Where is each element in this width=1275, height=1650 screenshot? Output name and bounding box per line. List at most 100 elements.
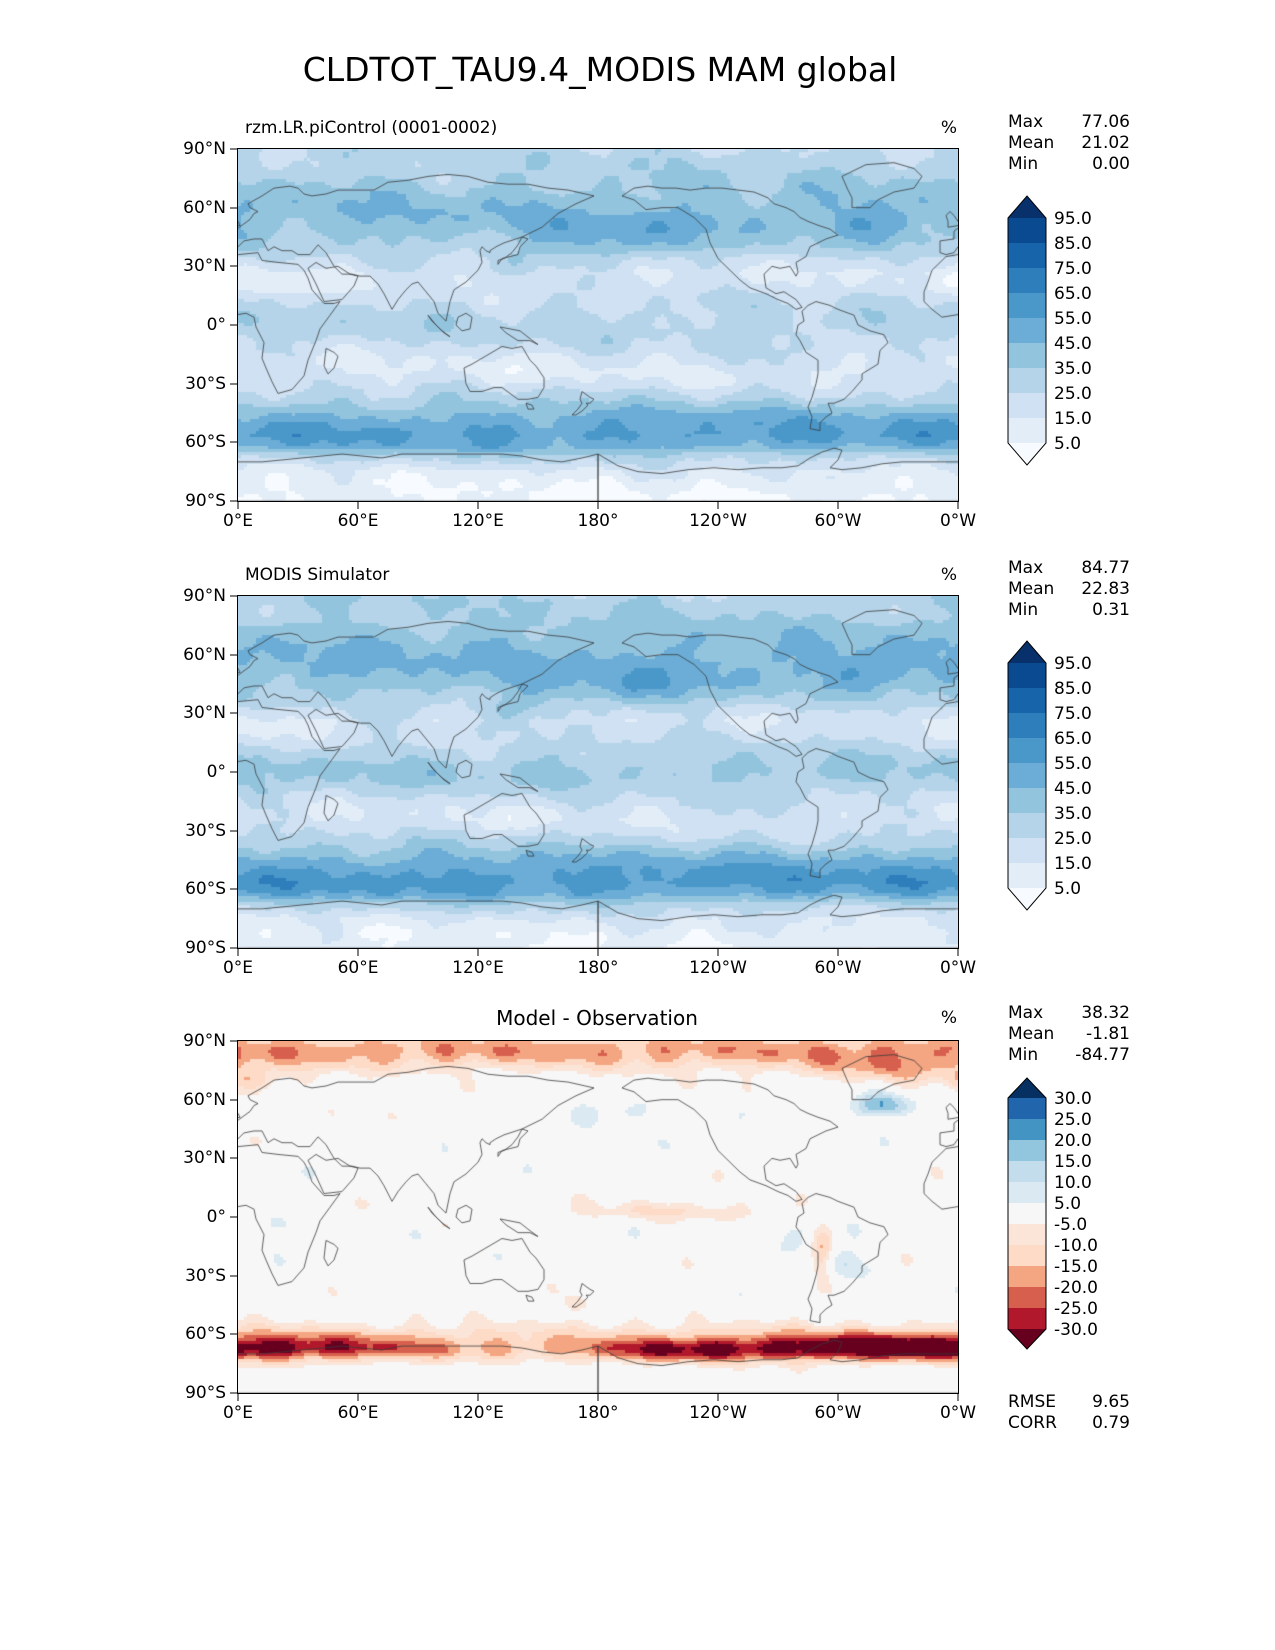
- x-tick-mark: [717, 949, 719, 956]
- map-canvas-simulator: [238, 596, 958, 948]
- unit-label-control: %: [940, 118, 957, 138]
- colorbar-tick-label: 95.0: [1054, 209, 1092, 229]
- x-tick-mark: [237, 949, 239, 956]
- x-tick-label: 0°E: [222, 511, 254, 531]
- y-tick-label: 30°S: [185, 373, 226, 394]
- colorbar-segment: [1008, 838, 1046, 863]
- colorbar-segment: [1008, 788, 1046, 813]
- colorbar-segment: [1008, 368, 1046, 393]
- colorbar-segment: [1008, 268, 1046, 293]
- y-tick-mark: [230, 654, 237, 656]
- stat-row: Min 0.31: [1008, 600, 1130, 621]
- y-tick-mark: [230, 441, 237, 443]
- map-canvas-difference: [238, 1041, 958, 1393]
- y-tick-label: 0°: [206, 315, 226, 335]
- x-tick-label: 60°W: [814, 1403, 862, 1423]
- stat-label: Max: [1008, 558, 1044, 578]
- colorbar-tick-label: -20.0: [1054, 1278, 1098, 1298]
- y-tick-label: 0°: [206, 762, 226, 782]
- colorbar-segment: [1008, 713, 1046, 738]
- stat-row: RMSE 9.65: [1008, 1392, 1130, 1413]
- stat-label: Min: [1008, 1045, 1039, 1065]
- x-tick-mark: [717, 1394, 719, 1401]
- y-tick-mark: [230, 1275, 237, 1277]
- colorbar-tick-label: 75.0: [1054, 704, 1092, 724]
- stat-label: Mean: [1008, 579, 1055, 599]
- colorbar-segment: [1008, 293, 1046, 318]
- x-tick-mark: [477, 1394, 479, 1401]
- x-tick-mark: [237, 502, 239, 509]
- stat-row: CORR 0.79: [1008, 1413, 1130, 1434]
- stat-value: 0.79: [1092, 1413, 1130, 1433]
- colorbar-tick-label: -10.0: [1054, 1236, 1098, 1256]
- colorbar-bottom-arrow: [1008, 443, 1046, 465]
- y-tick-mark: [230, 148, 237, 150]
- colorbar-tick-label: 85.0: [1054, 234, 1092, 254]
- stat-value: -1.81: [1086, 1024, 1130, 1044]
- stat-label: RMSE: [1008, 1392, 1057, 1412]
- x-tick-label: 120°W: [689, 1403, 747, 1423]
- stat-value: 84.77: [1081, 558, 1130, 578]
- stat-label: Mean: [1008, 133, 1055, 153]
- colorbar-segment: [1008, 393, 1046, 418]
- x-tick-label: 180°: [577, 958, 619, 978]
- colorbar-tick-label: 15.0: [1054, 409, 1092, 429]
- colorbar-tick-label: -30.0: [1054, 1320, 1098, 1340]
- colorbar-segment: [1008, 1266, 1046, 1287]
- y-tick-label: 30°S: [185, 1265, 226, 1286]
- colorbar-segment: [1008, 763, 1046, 788]
- colorbar-tick-label: 85.0: [1054, 679, 1092, 699]
- x-tick-label: 0°E: [222, 958, 254, 978]
- colorbar-segment: [1008, 1308, 1046, 1329]
- colorbar-top-arrow: [1008, 641, 1046, 663]
- y-tick-mark: [230, 1157, 237, 1159]
- x-tick-mark: [957, 1394, 959, 1401]
- x-tick-mark: [477, 949, 479, 956]
- x-tick-label: 0°W: [939, 958, 977, 978]
- colorbar-segment: [1008, 1140, 1046, 1161]
- x-tick-mark: [597, 949, 599, 956]
- x-tick-mark: [837, 502, 839, 509]
- colorbar-tick-label: 5.0: [1054, 1194, 1081, 1214]
- x-tick-mark: [237, 1394, 239, 1401]
- y-tick-mark: [230, 265, 237, 267]
- colorbar-tick-label: 75.0: [1054, 259, 1092, 279]
- colorbar-tick-label: 35.0: [1054, 359, 1092, 379]
- x-tick-mark: [717, 502, 719, 509]
- x-tick-mark: [597, 502, 599, 509]
- x-tick-label: 120°E: [452, 511, 504, 531]
- stat-value: 77.06: [1081, 112, 1130, 132]
- y-tick-label: 60°S: [185, 879, 226, 900]
- panel-title-control: rzm.LR.piControl (0001-0002): [245, 118, 498, 138]
- y-tick-label: 60°N: [183, 197, 226, 218]
- colorbar-segment: [1008, 243, 1046, 268]
- stat-row: Min 0.00: [1008, 154, 1130, 175]
- y-tick-mark: [230, 1099, 237, 1101]
- x-tick-label: 120°W: [689, 511, 747, 531]
- stat-row: Max 77.06: [1008, 112, 1130, 133]
- colorbar-tick-label: 95.0: [1054, 654, 1092, 674]
- colorbar-segment: [1008, 1245, 1046, 1266]
- unit-label-difference: %: [940, 1008, 957, 1028]
- colorbar-segment: [1008, 343, 1046, 368]
- map-panel-control: 0°E 90°N 60°E 60°N 120°E 30°N 180° 0° 120°W 30°S 6…: [183, 139, 976, 531]
- colorbar-bottom-arrow: [1008, 1329, 1046, 1349]
- y-tick-mark: [230, 947, 237, 949]
- x-tick-label: 60°W: [814, 511, 862, 531]
- x-tick-label: 60°E: [337, 958, 379, 978]
- colorbar-tick-label: 10.0: [1054, 1173, 1092, 1193]
- x-tick-label: 60°E: [337, 511, 379, 531]
- x-tick-label: 0°W: [939, 1403, 977, 1423]
- y-tick-mark: [230, 595, 237, 597]
- colorbar-tick-label: 30.0: [1054, 1089, 1092, 1109]
- x-tick-label: 60°E: [337, 1403, 379, 1423]
- stats-block-rmse-corr: RMSE 9.65 CORR 0.79: [1008, 1392, 1130, 1434]
- colorbar-tick-label: 45.0: [1054, 779, 1092, 799]
- y-tick-mark: [230, 830, 237, 832]
- colorbar-segment: [1008, 663, 1046, 688]
- x-tick-mark: [357, 502, 359, 509]
- map-panel-simulator: 0°E 90°N 60°E 60°N 120°E 30°N 180° 0° 120°W 30°S 6…: [183, 586, 976, 978]
- stat-value: 38.32: [1081, 1003, 1130, 1023]
- colorbar-tick-label: 35.0: [1054, 804, 1092, 824]
- colorbar-tick-label: 25.0: [1054, 1110, 1092, 1130]
